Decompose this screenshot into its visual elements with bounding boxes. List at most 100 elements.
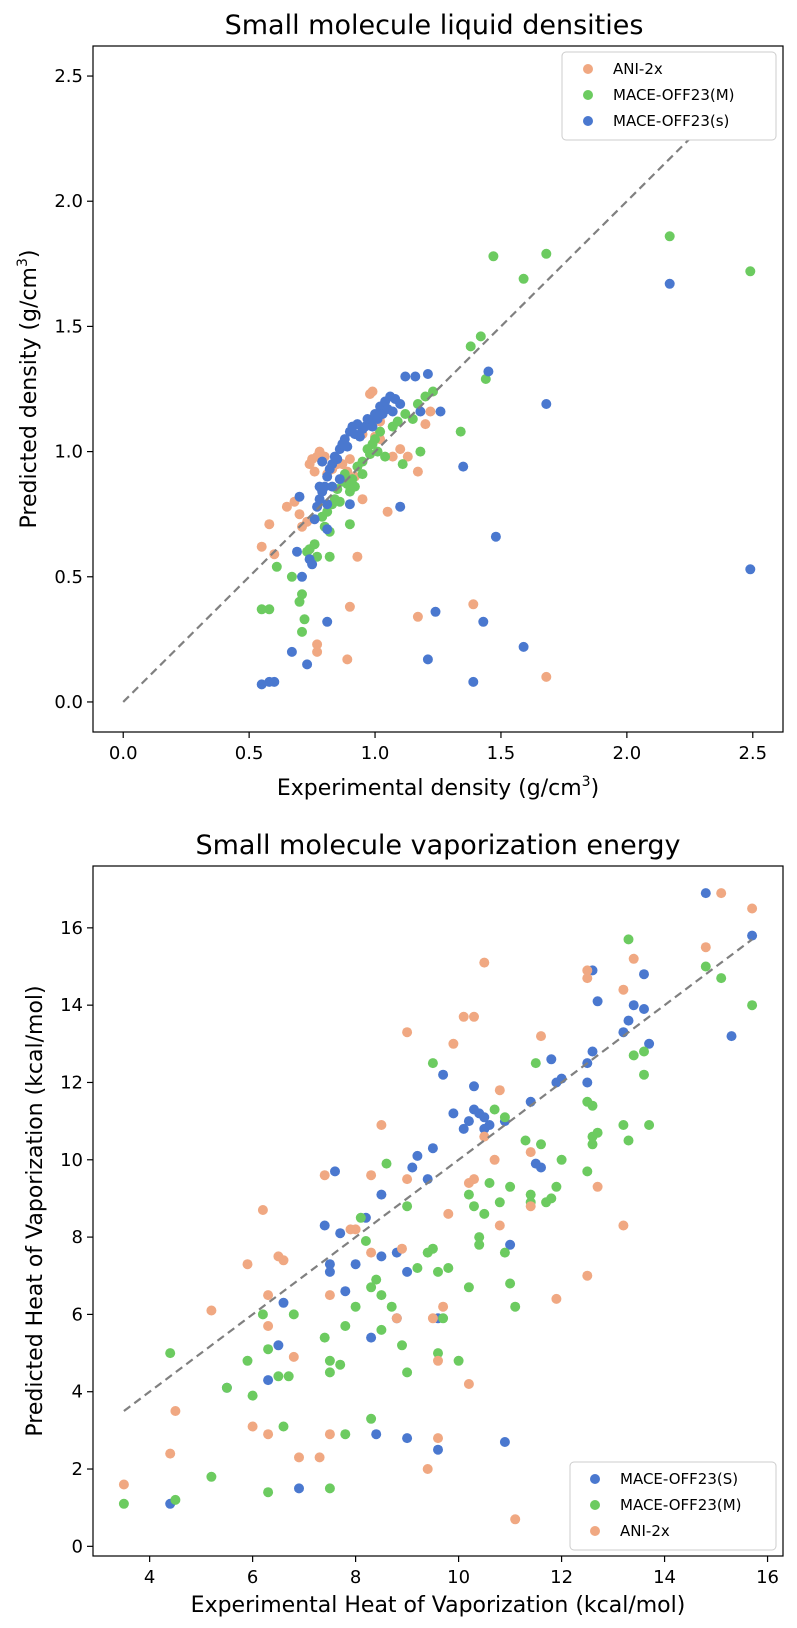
density-point-mace_s-54 xyxy=(430,606,441,617)
density-point-mace_m-10 xyxy=(309,539,320,550)
vaporization-point-mace_s-20 xyxy=(402,1433,413,1444)
vaporization-point-mace_m-7 xyxy=(257,1309,268,1320)
density-point-mace_m-7 xyxy=(299,614,310,625)
vaporization-point-ani-16 xyxy=(324,1429,335,1440)
vaporization-point-ani-40 xyxy=(489,1154,500,1165)
vaporization-point-mace_s-54 xyxy=(644,1038,655,1049)
vaporization-point-mace_s-59 xyxy=(479,1123,490,1134)
vaporization-point-mace_m-34 xyxy=(412,1263,423,1273)
density-point-mace_m-31 xyxy=(380,451,391,462)
density-point-mace_s-45 xyxy=(410,371,421,382)
vaporization-point-mace_m-33 xyxy=(402,1201,413,1212)
density-point-mace_m-19 xyxy=(334,496,345,507)
vaporization-point-ani-7 xyxy=(263,1429,274,1440)
vaporization-point-mace_m-10 xyxy=(273,1371,284,1382)
vaporization-point-mace_s-35 xyxy=(479,1112,490,1123)
density-point-ani-41 xyxy=(541,671,552,682)
density-point-mace_s-59 xyxy=(664,278,675,289)
density-point-ani-36 xyxy=(342,654,353,665)
vaporization-point-mace_m-8 xyxy=(263,1487,274,1498)
vaporization-point-mace_s-16 xyxy=(376,1251,387,1262)
vaporization-y-tick-label-6: 12 xyxy=(60,1072,83,1093)
density-legend-label-mace-m: MACE-OFF23(M) xyxy=(613,86,735,104)
vaporization-point-mace_s-28 xyxy=(438,1069,449,1080)
density-point-mace_s-63 xyxy=(322,524,333,535)
vaporization-point-ani-44 xyxy=(525,1147,536,1158)
density-point-mace_s-56 xyxy=(478,616,489,627)
vaporization-point-mace_s-48 xyxy=(587,1046,598,1057)
vaporization-point-mace_m-22 xyxy=(355,1212,366,1223)
vaporization-point-ani-14 xyxy=(314,1452,325,1463)
vaporization-point-ani-45 xyxy=(525,1201,536,1212)
vaporization-point-mace_s-27 xyxy=(433,1444,443,1455)
vaporization-point-ani-39 xyxy=(479,1131,490,1142)
density-point-mace_s-49 xyxy=(458,461,469,472)
density-point-ani-38 xyxy=(352,551,363,562)
density-x-tick-label-1: 0.5 xyxy=(235,743,264,764)
density-x-tick-label-2: 1.0 xyxy=(361,743,390,764)
vaporization-point-mace_m-1 xyxy=(165,1348,176,1359)
vaporization-point-mace_s-32 xyxy=(469,1081,479,1092)
vaporization-point-mace_m-23 xyxy=(360,1236,371,1246)
vaporization-point-ani-33 xyxy=(448,1038,459,1049)
vaporization-legend: MACE-OFF23(S) MACE-OFF23(M) ANI-2x xyxy=(569,1461,777,1551)
vaporization-point-ani-22 xyxy=(376,1120,387,1130)
vaporization-point-mace_m-42 xyxy=(453,1355,464,1366)
density-chart-title: Small molecule liquid densities xyxy=(225,10,644,41)
density-point-mace_s-19 xyxy=(332,454,343,465)
vaporization-point-mace_m-76 xyxy=(639,1069,649,1080)
density-point-mace_s-64 xyxy=(314,481,325,492)
vaporization-point-mace_m-6 xyxy=(247,1390,258,1401)
vaporization-point-mace_m-14 xyxy=(319,1332,330,1343)
vaporization-y-tick-label-7: 14 xyxy=(60,995,83,1016)
density-point-mace_m-34 xyxy=(400,409,411,419)
vaporization-point-mace_m-25 xyxy=(366,1282,377,1293)
density-panel: Small molecule liquid densities 0.0 0.5 1.… xyxy=(15,10,784,801)
density-legend-label-ani: ANI-2x xyxy=(613,60,663,78)
vaporization-legend-box xyxy=(569,1461,777,1551)
vaporization-point-ani-53 xyxy=(618,984,629,995)
vaporization-y-axis-label: Predicted Heat of Vaporization (kcal/mol… xyxy=(23,985,48,1436)
density-point-mace_s-43 xyxy=(395,399,406,409)
density-y-tick-label-1: 0.5 xyxy=(54,567,83,588)
vaporization-point-mace_s-8 xyxy=(324,1266,335,1277)
vaporization-point-mace_s-57 xyxy=(726,1031,737,1042)
vaporization-point-mace_m-60 xyxy=(536,1139,546,1150)
vaporization-point-mace_m-28 xyxy=(376,1324,387,1335)
density-y-tick-label-4: 2.0 xyxy=(54,191,83,212)
density-point-mace_m-5 xyxy=(297,589,307,600)
vaporization-point-mace_s-17 xyxy=(376,1189,387,1200)
vaporization-point-mace_m-38 xyxy=(433,1348,443,1359)
density-point-mace_m-41 xyxy=(465,341,476,352)
vaporization-x-tick-label-4: 12 xyxy=(550,1567,573,1588)
vaporization-point-mace_s-5 xyxy=(294,1483,304,1494)
vaporization-point-mace_m-47 xyxy=(474,1232,485,1243)
density-point-ani-32 xyxy=(420,419,431,430)
vaporization-point-mace_s-52 xyxy=(628,1000,639,1011)
vaporization-point-ani-24 xyxy=(397,1243,407,1254)
vaporization-point-mace_s-56 xyxy=(700,888,711,899)
vaporization-point-mace_m-15 xyxy=(324,1355,335,1366)
vaporization-point-mace_m-19 xyxy=(340,1321,351,1331)
vaporization-identity-line xyxy=(123,938,753,1412)
density-ticks: 0.0 0.5 1.0 1.5 2.0 2.5 0.0 0.5 1.0 1.5 2.0 2.5 xyxy=(54,66,767,764)
density-point-ani-5 xyxy=(294,509,305,520)
vaporization-point-mace_m-50 xyxy=(489,1104,500,1115)
vaporization-point-ani-49 xyxy=(582,973,593,984)
vaporization-point-ani-5 xyxy=(247,1421,258,1432)
vaporization-x-tick-label-5: 14 xyxy=(653,1567,676,1588)
vaporization-point-mace_m-56 xyxy=(510,1301,521,1312)
vaporization-point-ani-56 xyxy=(716,888,727,899)
density-point-ani-22 xyxy=(357,494,368,505)
vaporization-point-mace_m-55 xyxy=(505,1181,516,1192)
vaporization-point-mace_s-30 xyxy=(458,1123,469,1134)
density-point-ani-10 xyxy=(309,466,320,477)
vaporization-point-ani-55 xyxy=(700,942,711,953)
density-point-mace_s-61 xyxy=(344,499,355,510)
vaporization-point-mace_m-52 xyxy=(499,1112,510,1123)
density-point-mace_m-33 xyxy=(392,416,403,427)
density-point-mace_s-23 xyxy=(342,441,353,452)
density-point-mace_s-62 xyxy=(395,501,406,512)
density-point-mace_m-30 xyxy=(375,426,386,437)
density-point-ani-30 xyxy=(402,451,413,462)
